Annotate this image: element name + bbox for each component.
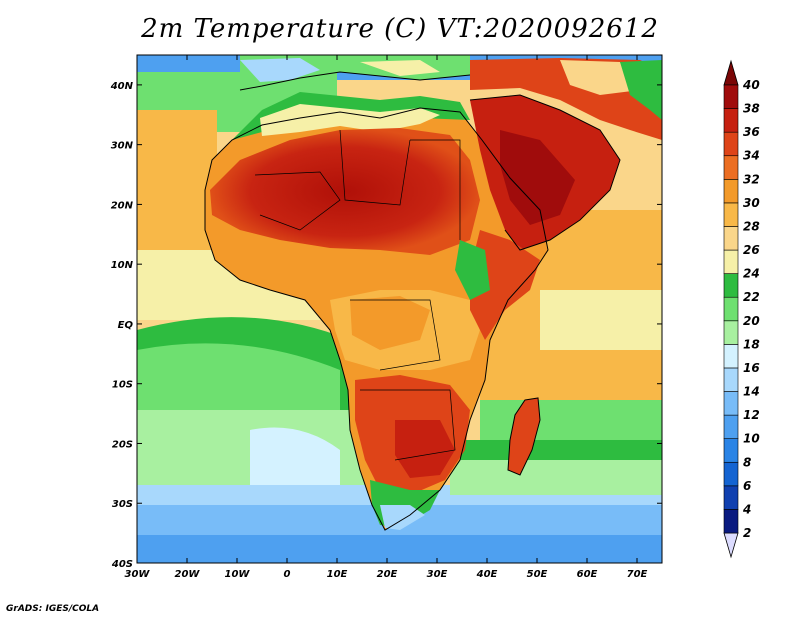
- lon-tick-label: 60E: [577, 569, 598, 580]
- lon-tick-label: 30E: [427, 569, 448, 580]
- lat-tick-label: 30N: [111, 141, 134, 152]
- colorbar-swatch: [723, 202, 739, 227]
- colorbar-swatch: [723, 273, 739, 298]
- colorbar-swatch: [723, 179, 739, 204]
- lon-tick-label: 20E: [377, 569, 398, 580]
- lon-tick-label: 30W: [125, 569, 151, 580]
- temperature-field: [137, 55, 662, 563]
- map-title: 2m Temperature (C) VT:2020092612: [141, 14, 659, 44]
- colorbar-swatch: [723, 509, 739, 534]
- lat-tick-label: EQ: [118, 320, 134, 331]
- lat-tick-label: 20S: [112, 439, 133, 450]
- lat-tick-label: 10N: [111, 260, 134, 271]
- colorbar-swatch: [723, 461, 739, 487]
- colorbar-swatch: [723, 131, 739, 157]
- colorbar-label: 20: [743, 314, 760, 328]
- lat-tick-label: 10S: [112, 380, 133, 391]
- madagascar-land: [508, 398, 540, 475]
- colorbar-swatch: [723, 391, 739, 416]
- lon-tick-label: 0: [284, 569, 291, 580]
- colorbar-label: 40: [742, 78, 760, 92]
- colorbar-swatch: [723, 108, 739, 133]
- colorbar-swatch: [723, 367, 739, 392]
- axis-ticks: 30W 20W 10W 0 10E 20E 30E 40E 50E 60E 70E 40N 30N 20N…: [110, 55, 662, 580]
- colorbar-swatch: [723, 226, 739, 251]
- lon-tick-label: 40E: [476, 569, 498, 580]
- colorbar-label: 28: [743, 219, 760, 233]
- map-frame: [136, 54, 663, 564]
- grads-credit: GrADS: IGES/COLA: [6, 604, 100, 614]
- colorbar-swatch: [723, 296, 739, 322]
- colorbar-label: 30: [743, 196, 760, 210]
- lat-tick-label: 40N: [110, 81, 134, 92]
- colorbar-label: 6: [743, 479, 751, 493]
- colorbar-swatch: [723, 84, 739, 109]
- colorbar-label: 12: [743, 408, 760, 422]
- colorbar-label: 34: [743, 149, 760, 163]
- colorbar-swatch: [723, 344, 739, 369]
- colorbar-bottom-arrow: [723, 532, 739, 559]
- lon-tick-label: 10E: [327, 569, 348, 580]
- lat-tick-label: 40S: [111, 559, 133, 570]
- colorbar-label: 14: [743, 385, 760, 399]
- colorbar-label: 36: [743, 125, 760, 139]
- colorbar-label: 32: [743, 172, 760, 186]
- colorbar-swatch: [723, 414, 739, 439]
- lon-tick-label: 20W: [175, 569, 201, 580]
- lon-tick-label: 70E: [627, 569, 648, 580]
- colorbar-swatch: [723, 320, 739, 345]
- colorbar-label: 38: [743, 102, 760, 116]
- colorbar-top-arrow: [723, 59, 739, 86]
- colorbar-label: 10: [743, 432, 760, 446]
- colorbar-label: 18: [743, 337, 760, 351]
- colorbar-label: 26: [743, 243, 760, 257]
- colorbar-label: 24: [743, 267, 760, 281]
- colorbar-swatch: [723, 438, 739, 463]
- colorbar-swatch: [723, 155, 739, 180]
- colorbar-label: 8: [743, 455, 751, 469]
- colorbar-label: 4: [742, 502, 751, 516]
- colorbar-label: 2: [743, 526, 751, 540]
- colorbar-swatch: [723, 249, 739, 274]
- lat-tick-label: 20N: [111, 200, 134, 211]
- colorbar-label: 22: [743, 290, 760, 304]
- lon-tick-label: 50E: [527, 569, 548, 580]
- colorbar-label: 16: [743, 361, 760, 375]
- lat-tick-label: 30S: [112, 499, 133, 510]
- colorbar-swatch: [723, 485, 739, 510]
- lon-tick-label: 10W: [225, 569, 251, 580]
- coastlines: [204, 71, 621, 531]
